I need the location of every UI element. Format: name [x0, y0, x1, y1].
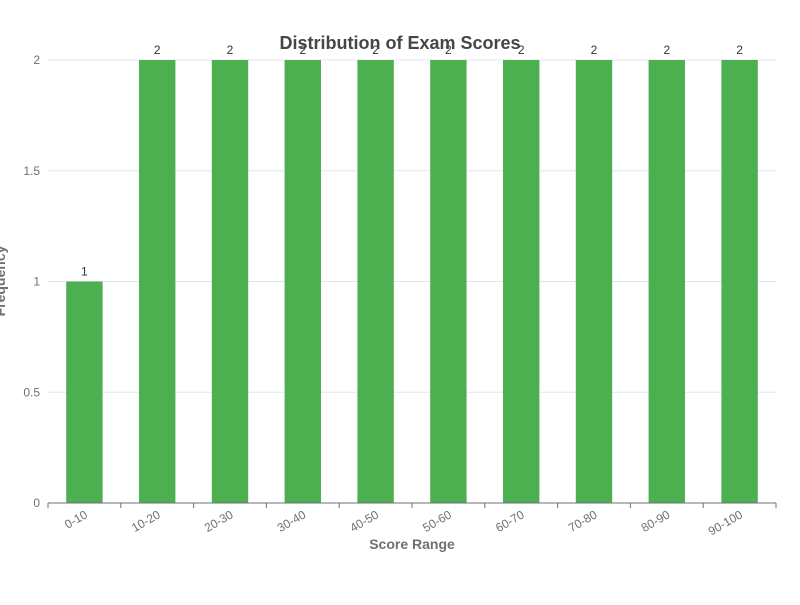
bar-20-30[interactable]: [211, 60, 249, 503]
x-tick-label: 0-10: [62, 507, 90, 531]
x-tick-label: 40-50: [348, 507, 382, 535]
data-label: 1: [81, 265, 88, 279]
data-label: 2: [518, 43, 525, 57]
x-axis-title: Score Range: [369, 536, 455, 552]
x-tick-label: 20-30: [202, 507, 236, 535]
data-label: 2: [154, 43, 161, 57]
bar-60-70[interactable]: [503, 60, 540, 503]
y-tick-label: 1.5: [23, 164, 40, 178]
data-label: 2: [372, 43, 379, 57]
x-tick-label: 90-100: [706, 507, 746, 538]
data-label: 2: [227, 43, 234, 57]
bar-40-50[interactable]: [357, 60, 394, 503]
data-label: 2: [445, 43, 452, 57]
y-tick-label: 0: [33, 496, 40, 510]
bar-0-10[interactable]: [66, 281, 103, 504]
data-label: 2: [591, 43, 598, 57]
data-labels: 1 2 2 2 2 2 2 2 2 2: [81, 43, 743, 279]
bar-80-90[interactable]: [648, 60, 685, 503]
data-label: 2: [299, 43, 306, 57]
bar-30-40[interactable]: [284, 60, 321, 503]
x-tick-label: 70-80: [566, 507, 600, 535]
x-tick-label: 80-90: [639, 507, 673, 535]
bar-90-100[interactable]: [721, 60, 758, 503]
x-tick-label: 10-20: [129, 507, 163, 535]
x-tick-label: 30-40: [275, 507, 309, 535]
y-tick-label: 0.5: [23, 385, 40, 399]
x-tick-label: 60-70: [493, 507, 527, 535]
bar-50-60[interactable]: [430, 60, 467, 503]
y-tick-label: 2: [33, 53, 40, 67]
data-label: 2: [663, 43, 670, 57]
bar-10-20[interactable]: [139, 60, 176, 503]
chart-title: Distribution of Exam Scores: [279, 33, 520, 53]
y-axis-title: Frequency: [0, 245, 8, 316]
y-tick-label: 1: [33, 275, 40, 289]
bars: [66, 60, 758, 503]
data-label: 2: [736, 43, 743, 57]
bar-70-80[interactable]: [575, 60, 613, 503]
x-tick-label: 50-60: [420, 507, 454, 535]
